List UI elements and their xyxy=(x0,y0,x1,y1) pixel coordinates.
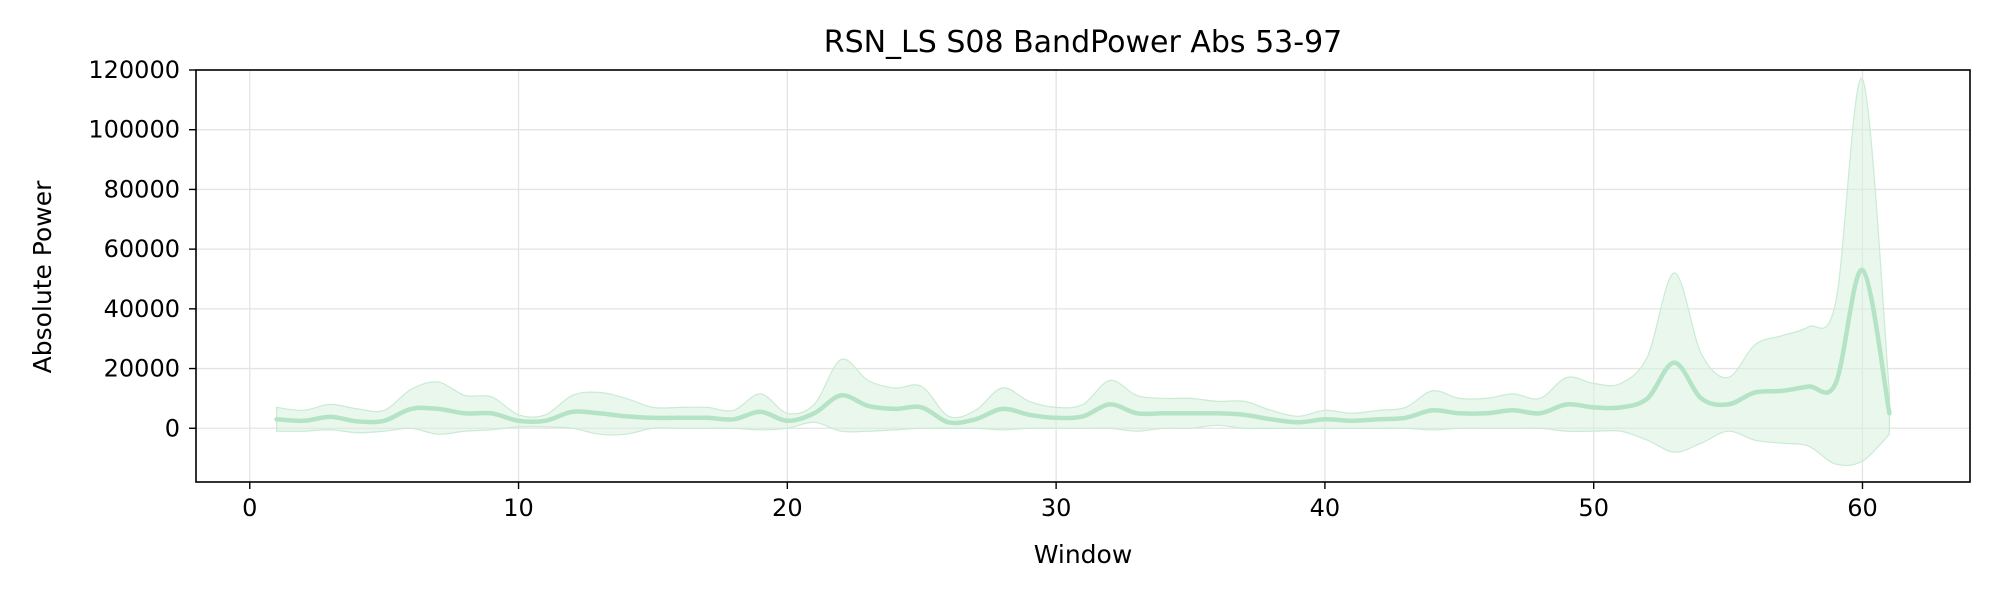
x-tick-label: 40 xyxy=(1310,494,1341,522)
x-tick-label: 30 xyxy=(1041,494,1072,522)
x-axis-label: Window xyxy=(1034,540,1133,569)
x-tick-label: 60 xyxy=(1847,494,1878,522)
confidence-band xyxy=(276,77,1890,467)
x-tick-label: 20 xyxy=(772,494,803,522)
y-tick-label: 0 xyxy=(165,414,180,442)
x-tick-label: 10 xyxy=(503,494,534,522)
y-axis-label: Absolute Power xyxy=(28,180,57,374)
y-tick-label: 60000 xyxy=(104,235,180,263)
axis-ticks: 0 10 20 30 40 50 60 0 20000 40000 60000 80000 100000… xyxy=(88,56,1877,522)
chart-title: RSN_LS S08 BandPower Abs 53-97 xyxy=(824,25,1343,60)
y-tick-label: 40000 xyxy=(104,295,180,323)
x-tick-label: 50 xyxy=(1578,494,1609,522)
y-tick-label: 20000 xyxy=(104,355,180,383)
plot-frame xyxy=(195,69,1971,483)
series-line xyxy=(274,267,1892,426)
x-tick-label: 0 xyxy=(242,494,257,522)
y-tick-label: 120000 xyxy=(88,56,180,84)
y-tick-label: 100000 xyxy=(88,116,180,144)
y-tick-label: 80000 xyxy=(104,175,180,203)
